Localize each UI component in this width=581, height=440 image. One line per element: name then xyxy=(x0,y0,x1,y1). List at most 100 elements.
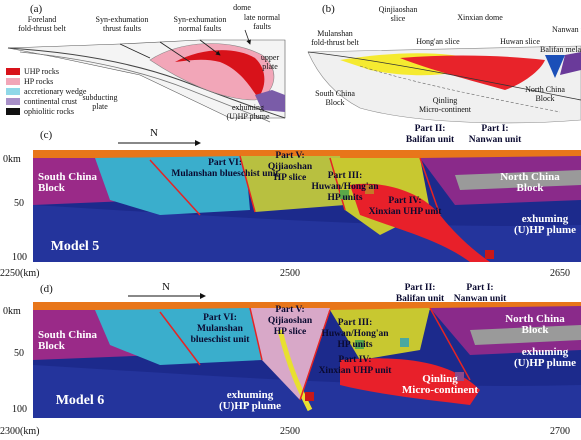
annotation: Xinxian UHP unit xyxy=(319,366,393,376)
distance-label: 2300(km) xyxy=(0,426,39,437)
shape xyxy=(560,52,581,75)
annotation: HP units xyxy=(327,193,362,203)
distance-label: 2700 xyxy=(550,426,570,437)
panel-label: (b) xyxy=(322,3,335,15)
annotation: HP units xyxy=(337,340,372,350)
block xyxy=(33,150,581,158)
annotation: Xinxian dome xyxy=(457,13,503,22)
annotation: Part I: xyxy=(481,124,508,134)
annotation: Huwan slice xyxy=(500,37,540,46)
panel-label: (d) xyxy=(40,283,53,295)
annotation: Part I: xyxy=(466,283,493,293)
annotation: plate xyxy=(262,62,278,71)
annotation: Mulanshan xyxy=(317,29,353,38)
shape xyxy=(19,51,271,123)
section-c xyxy=(33,140,581,262)
distance-label: 2250(km) xyxy=(0,268,39,279)
annotation: Part VI: xyxy=(203,313,237,323)
annotation: Part IV: xyxy=(388,196,421,206)
depth-label: 50 xyxy=(14,198,24,209)
annotation: Qinjiaoshan xyxy=(379,5,418,14)
annotation: Block xyxy=(325,98,344,107)
annotation: exhuming xyxy=(522,213,569,225)
shape xyxy=(159,307,471,401)
annotation: Nanwan unit xyxy=(469,135,522,145)
block xyxy=(6,108,20,115)
depth-label: 50 xyxy=(14,348,24,359)
annotation: faults xyxy=(253,22,271,31)
annotation: South China xyxy=(38,171,98,183)
annotation: North China xyxy=(505,313,565,325)
annotation: plate xyxy=(92,102,108,111)
annotation: Part V: xyxy=(275,305,304,315)
annotation: exhuming xyxy=(232,103,264,112)
annotation: Syn-exhumation xyxy=(174,15,227,24)
shape xyxy=(255,90,285,112)
annotation: Syn-exhumation xyxy=(96,15,149,24)
annotation: North China xyxy=(525,85,565,94)
distance-label: 2500 xyxy=(280,268,300,279)
annotation: Qinling xyxy=(433,96,457,105)
annotation: Part V: xyxy=(275,151,304,161)
legend-label: ophiolitic rocks xyxy=(24,107,74,116)
shape xyxy=(400,55,545,90)
annotation: HP slice xyxy=(274,327,306,337)
legend-label: accretionary wedge xyxy=(24,87,87,96)
panel-label: (c) xyxy=(40,129,53,141)
depth-label: 100 xyxy=(12,252,27,263)
depth-label: 100 xyxy=(12,404,27,415)
shape xyxy=(119,39,220,63)
annotation: Balifan melange xyxy=(540,45,581,54)
shape xyxy=(175,50,265,98)
annotation: Part III: xyxy=(328,171,363,181)
annotation: exhuming xyxy=(227,389,274,401)
annotation: Nanwan unit xyxy=(454,294,507,304)
annotation: Part III: xyxy=(338,318,373,328)
annotation: Hong'an slice xyxy=(416,37,460,46)
distance-label: 2650 xyxy=(550,268,570,279)
shape xyxy=(307,51,581,101)
legend-label: continental crust xyxy=(24,97,78,106)
annotation: Qinling xyxy=(422,373,458,385)
annotation: dome xyxy=(233,3,251,12)
annotation: normal faults xyxy=(179,24,221,33)
annotation: South China xyxy=(315,89,355,98)
annotation: Block xyxy=(38,340,66,352)
annotation: Micro-continent xyxy=(402,384,479,396)
panel-a xyxy=(6,29,286,123)
panel-label: (a) xyxy=(30,3,43,15)
shape xyxy=(359,65,561,113)
annotation: blueschist unit xyxy=(191,335,251,345)
block xyxy=(365,185,374,194)
block xyxy=(33,302,581,310)
annotation: Block xyxy=(517,182,545,194)
legend-label: HP rocks xyxy=(24,77,53,86)
shape xyxy=(244,29,251,45)
block xyxy=(455,372,464,381)
annotation: Block xyxy=(535,94,554,103)
shape xyxy=(33,205,581,262)
annotation: (U)HP plume xyxy=(514,224,576,236)
block xyxy=(485,250,494,259)
block xyxy=(6,78,20,85)
north-arrow-label: N xyxy=(162,281,170,293)
shape xyxy=(340,358,480,405)
annotation: (U)HP plume xyxy=(219,400,281,412)
shape xyxy=(149,155,441,216)
distance-label: 2500 xyxy=(280,426,300,437)
annotation: Block xyxy=(522,324,550,336)
legend xyxy=(6,68,20,115)
annotation: Qijiaoshan xyxy=(268,316,313,326)
block xyxy=(340,190,349,199)
annotation: Part II: xyxy=(415,124,446,134)
annotation: Balifan unit xyxy=(396,294,445,304)
annotation: Xinxian UHP unit xyxy=(369,207,443,217)
annotation: (U)HP plume xyxy=(514,357,576,369)
annotation: exhuming xyxy=(522,346,569,358)
block xyxy=(6,98,20,105)
shape xyxy=(33,365,581,418)
annotation: Mulanshan xyxy=(197,324,244,334)
annotation: thrust faults xyxy=(103,24,141,33)
legend-label: UHP rocks xyxy=(24,67,59,76)
